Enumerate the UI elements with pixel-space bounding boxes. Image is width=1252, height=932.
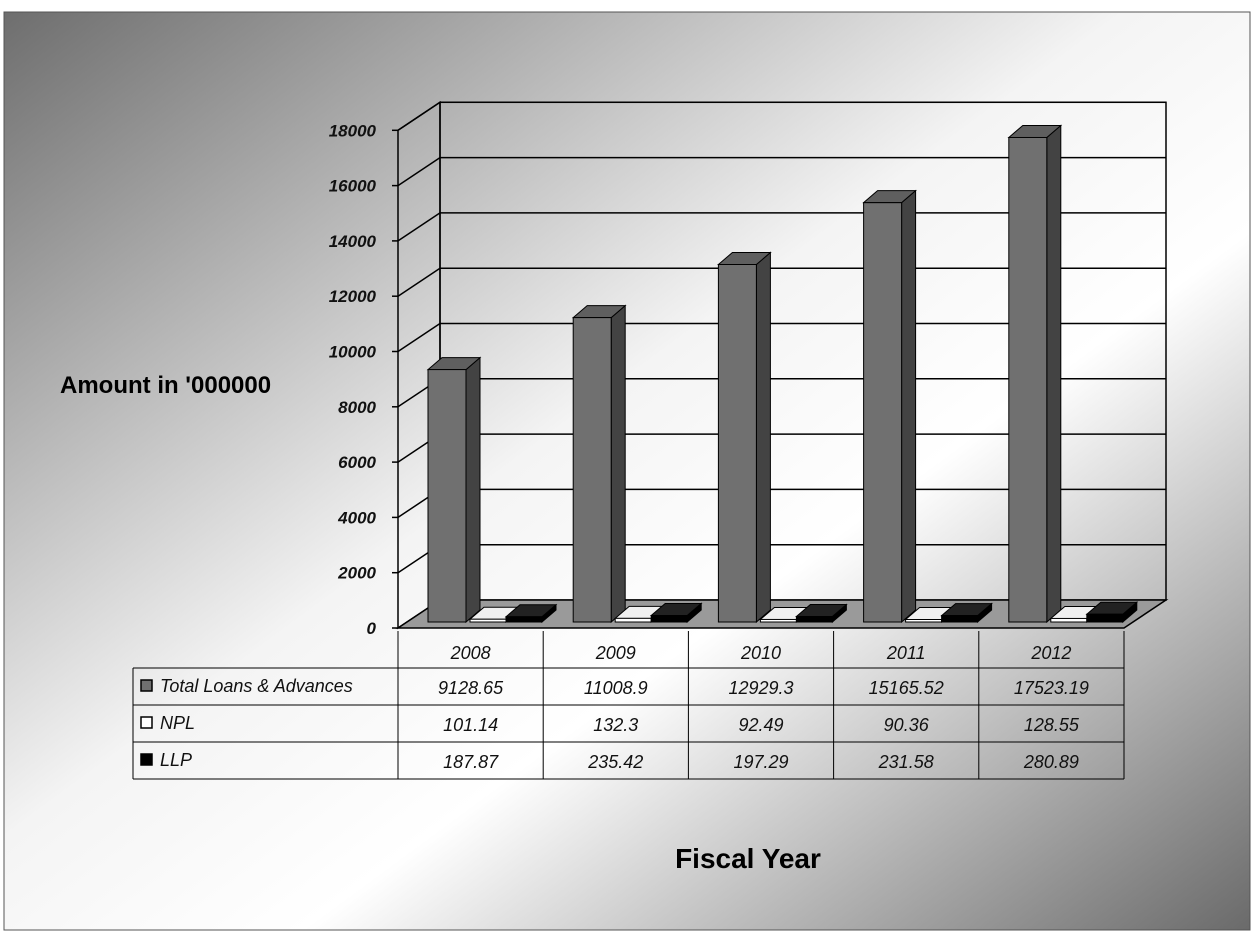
x-tick-label: 2012 [1030, 643, 1071, 663]
gridline [397, 267, 1166, 297]
bar-front-face [1086, 613, 1124, 623]
y-tick-label: 2000 [337, 564, 376, 583]
legend-swatch [140, 679, 153, 692]
y-tick-label: 18000 [329, 121, 377, 140]
legend-swatch [140, 716, 153, 729]
chart-background [3, 11, 1251, 931]
bar-side-face [1046, 124, 1062, 624]
y-tick-label: 8000 [338, 398, 376, 417]
data-label: 128.55 [1024, 715, 1080, 735]
bar-side-face [465, 356, 481, 624]
bar-llp-2010 [795, 603, 848, 624]
bar-side-face [610, 304, 626, 624]
x-axis-label: Fiscal Year [675, 843, 821, 874]
bar-front-face [572, 317, 612, 623]
bar-llp-2008 [504, 603, 558, 624]
bar-total-loans-advances-2011 [862, 189, 917, 624]
bar-front-face [1008, 136, 1048, 623]
bar-front-face [650, 614, 688, 623]
data-label: 15165.52 [869, 678, 944, 698]
bar-front-face [1050, 617, 1088, 623]
x-tick-label: 2008 [450, 643, 491, 663]
bar-front-face [469, 618, 507, 623]
bar-front-face [795, 616, 833, 623]
data-label: 235.42 [587, 752, 643, 772]
x-tick-label: 2011 [886, 643, 926, 663]
bar-side-face [901, 189, 917, 624]
data-label: 90.36 [884, 715, 930, 735]
bar-front-face [505, 616, 543, 623]
gridline [397, 322, 1166, 353]
x-tick-label: 2009 [595, 643, 636, 663]
y-tick-label: 16000 [329, 177, 377, 196]
bar-llp-2011 [940, 602, 993, 624]
data-label: 17523.19 [1014, 678, 1089, 698]
y-tick-label: 6000 [338, 453, 376, 472]
bar-front-face [614, 617, 652, 623]
bar-front-face [759, 618, 797, 623]
bar-front-face [941, 615, 979, 623]
y-tick-label: 12000 [329, 287, 377, 306]
gridline [397, 101, 1166, 131]
data-label: 101.14 [443, 715, 498, 735]
bar-front-face [905, 619, 943, 623]
data-label: 132.3 [593, 715, 638, 735]
y-axis-label: Amount in '000000 [60, 372, 271, 399]
bar-llp-2012 [1085, 601, 1139, 624]
y-tick-label: 10000 [329, 343, 377, 362]
y-tick-label: 14000 [329, 232, 377, 251]
gridline [397, 212, 1166, 242]
x-tick-label: 2010 [740, 643, 781, 663]
legend-entry: NPL [160, 713, 195, 733]
legend-swatch [140, 753, 153, 766]
bar-total-loans-advances-2008 [426, 356, 482, 624]
data-label: 197.29 [733, 752, 788, 772]
bar-side-face [755, 251, 771, 624]
bar-llp-2009 [649, 602, 703, 624]
gridline [397, 156, 1166, 187]
legend-entry: LLP [160, 750, 192, 770]
data-label: 92.49 [738, 715, 783, 735]
bar-front-face [427, 369, 467, 623]
bar-front-face [863, 202, 903, 623]
data-label: 9128.65 [438, 678, 504, 698]
data-label: 187.87 [443, 752, 499, 772]
y-tick-label: 4000 [337, 508, 376, 527]
legend-entry: Total Loans & Advances [160, 676, 353, 696]
data-label: 12929.3 [728, 678, 793, 698]
y-tick-label: 0 [367, 619, 377, 638]
data-label: 11008.9 [584, 678, 648, 698]
data-label: 280.89 [1023, 752, 1079, 772]
bar-total-loans-advances-2012 [1007, 124, 1063, 624]
bar-total-loans-advances-2009 [571, 304, 627, 624]
data-label: 231.58 [878, 752, 934, 772]
bar-total-loans-advances-2010 [717, 251, 772, 624]
bar-front-face [717, 264, 757, 623]
